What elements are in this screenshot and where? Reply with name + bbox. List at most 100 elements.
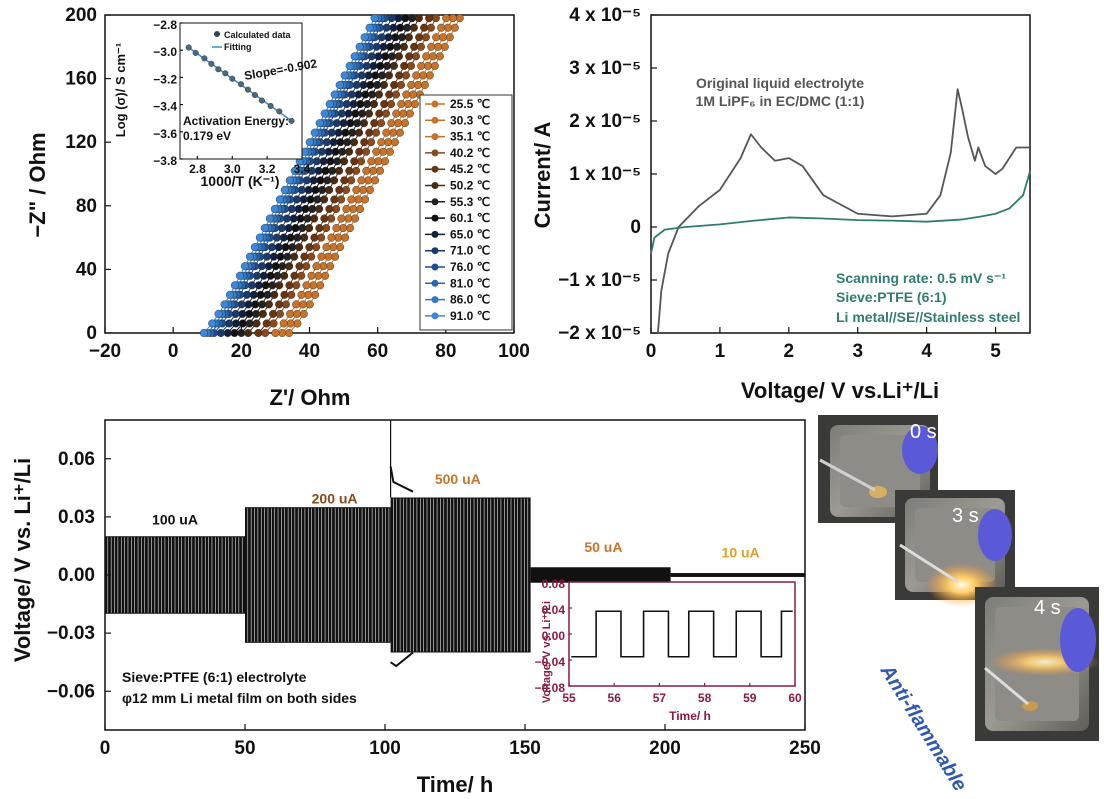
nyquist-point [290, 252, 299, 261]
nyquist-point [331, 147, 340, 156]
nyquist-point [399, 109, 408, 118]
nyquist-point [220, 300, 229, 309]
nyquist-point [269, 319, 278, 328]
nyquist-point [285, 281, 294, 290]
nyquist-point [426, 23, 435, 32]
y-tick-label: −0.08 [535, 681, 566, 695]
cycling-spike [389, 466, 414, 493]
nyquist-point [199, 329, 208, 338]
nyquist-point [276, 252, 285, 261]
nyquist-point [312, 262, 321, 271]
nyquist-point [302, 281, 311, 290]
y-tick-label: 0.00 [542, 629, 566, 643]
nyquist-point [258, 300, 267, 309]
y-tick-label: 0.06 [58, 449, 95, 470]
x-tick-label: 3 [852, 341, 863, 362]
cycling-x-ticks: 0 50 100 150 200 250 [100, 724, 821, 759]
legend-marker [431, 247, 439, 255]
nyquist-point [270, 290, 279, 299]
x-tick-label: 100 [498, 341, 530, 362]
nyquist-point [440, 42, 449, 51]
nyquist-point [264, 300, 273, 309]
nyquist-point [320, 214, 329, 223]
nyquist-point [285, 176, 294, 185]
tweezers [984, 666, 1029, 706]
nyquist-point [308, 204, 317, 213]
nyquist-point [367, 138, 376, 147]
nyquist-point [280, 185, 289, 194]
lsv-annotation-liquid: Original liquid electrolyte [696, 75, 864, 91]
y-tick-label: −3.2 [153, 72, 177, 86]
nyquist-point [298, 224, 307, 233]
nyquist-y-axis-label: −Z" / Ohm [25, 132, 50, 237]
nyquist-point [421, 33, 430, 42]
y-tick-label: 40 [76, 259, 97, 280]
nyquist-point [387, 100, 396, 109]
nyquist-point [242, 290, 251, 299]
nyquist-point [425, 14, 434, 23]
nyquist-point [329, 243, 338, 252]
nyquist-point [310, 128, 319, 137]
nyquist-point [384, 71, 393, 80]
legend-label: 50.2 ℃ [450, 179, 490, 193]
nyquist-point [312, 243, 321, 252]
nyquist-point [334, 233, 343, 242]
legend-marker [431, 198, 439, 206]
gloved-hand [978, 509, 1012, 561]
arrhenius-y-label: Log (σ)/ S cm⁻¹ [113, 43, 128, 137]
nyquist-point [333, 157, 342, 166]
cycling-current-label: 100 uA [152, 512, 198, 528]
nyquist-point [379, 42, 388, 51]
flame-test-photos: 0 s 3 s 4 s Anti-flammable [818, 415, 1100, 795]
nyquist-point [306, 195, 315, 204]
nyquist-point [383, 61, 392, 70]
x-tick-label: −20 [89, 341, 121, 362]
nyquist-point [350, 157, 359, 166]
nyquist-point [443, 23, 452, 32]
nyquist-point [346, 224, 355, 233]
nyquist-series-line [210, 17, 382, 334]
x-tick-label: 50 [234, 738, 255, 759]
cycling-note-electrode: φ12 mm Li metal film on both sides [122, 690, 357, 706]
nyquist-point [327, 214, 336, 223]
legend-label: 55.3 ℃ [450, 195, 490, 209]
nyquist-point [360, 119, 369, 128]
arrhenius-point [251, 92, 258, 99]
nyquist-point [328, 166, 337, 175]
legend-label: 60.1 ℃ [450, 211, 490, 225]
y-tick-label: −3.6 [153, 127, 177, 141]
nyquist-point [362, 166, 371, 175]
nyquist-point [322, 138, 331, 147]
nyquist-point [360, 138, 369, 147]
cycling-x-axis-label: Time/ h [417, 772, 494, 797]
nyquist-point [312, 157, 321, 166]
nyquist-point [382, 109, 391, 118]
nyquist-point [315, 224, 324, 233]
nyquist-legend-entries: 25.5 ℃ 30.3 ℃ 35.1 ℃ 40.2 ℃ 45.2 ℃ 50.2 ℃ 55.3… [425, 97, 490, 323]
nyquist-point [365, 109, 374, 118]
nyquist-point [327, 128, 336, 137]
nyquist-point [336, 243, 345, 252]
legend-marker [431, 149, 439, 157]
photo-label-3s: 3 s [952, 505, 979, 527]
nyquist-point [338, 147, 347, 156]
nyquist-point [288, 243, 297, 252]
nyquist-point [301, 204, 310, 213]
nyquist-point [414, 80, 423, 89]
nyquist-point [214, 309, 223, 318]
nyquist-point [400, 61, 409, 70]
nyquist-point [223, 329, 232, 338]
legend-label: 45.2 ℃ [450, 162, 490, 176]
nyquist-point [357, 157, 366, 166]
nyquist-point [238, 319, 247, 328]
nyquist-point [309, 281, 318, 290]
nyquist-point [318, 185, 327, 194]
nyquist-series [261, 14, 440, 338]
arrhenius-inset-plot [185, 44, 295, 124]
nyquist-point [334, 128, 343, 137]
nyquist-point [409, 90, 418, 99]
arrhenius-activation-value: 0.179 eV [183, 129, 231, 143]
cycling-segment [670, 573, 805, 577]
photo-4s: 4 s [975, 587, 1100, 741]
nyquist-point [414, 14, 423, 23]
